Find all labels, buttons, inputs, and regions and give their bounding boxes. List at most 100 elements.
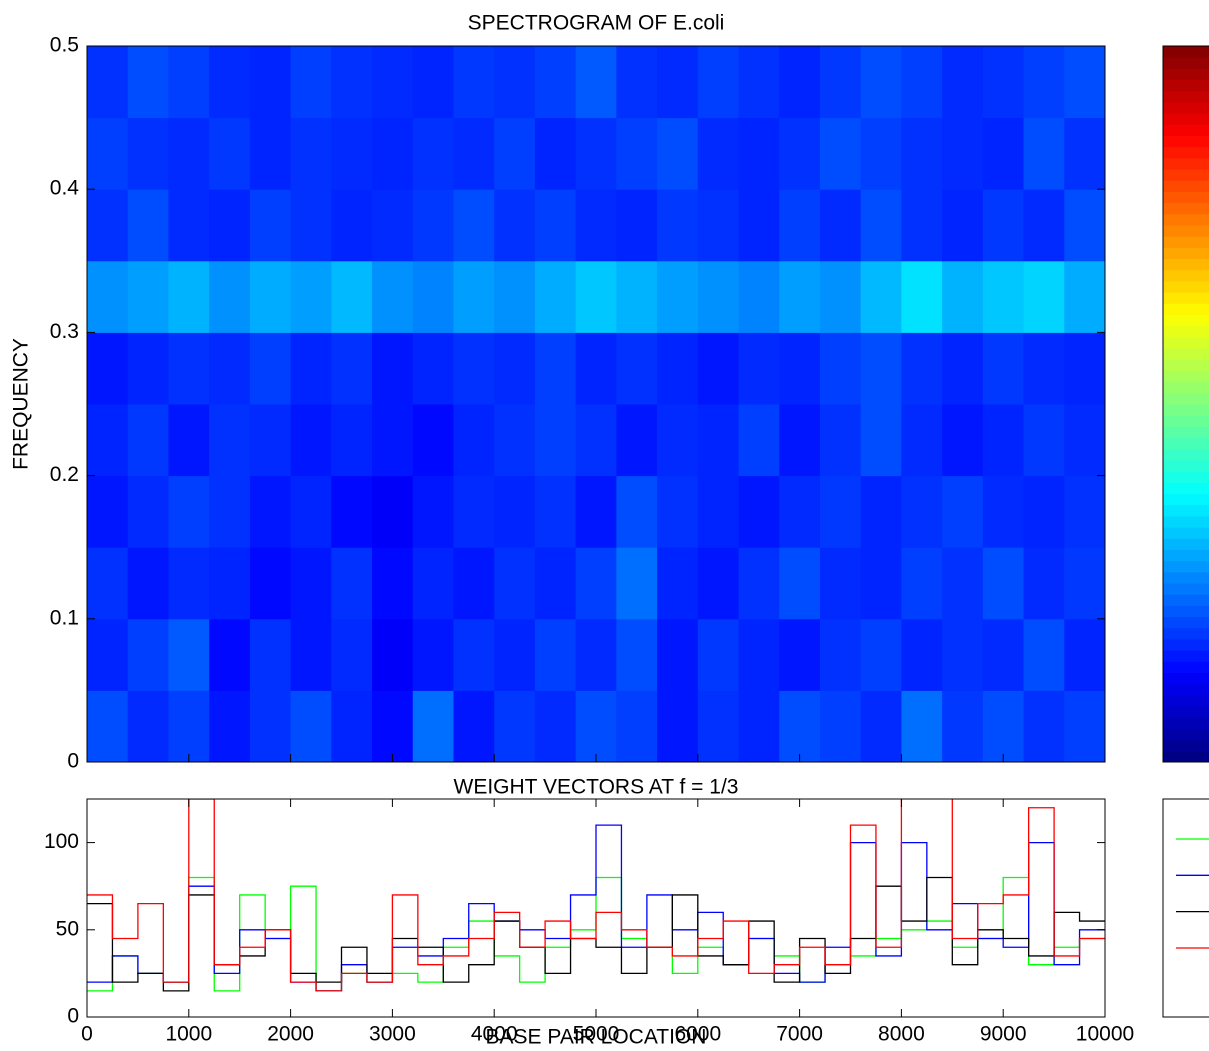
colorbar-band <box>1163 124 1209 136</box>
heatmap <box>87 46 1106 763</box>
heat-cell <box>819 475 862 548</box>
heat-cell <box>738 332 780 405</box>
heat-cell <box>87 189 129 262</box>
heat-cell <box>87 547 129 620</box>
heat-cell <box>1064 46 1106 119</box>
y-tick-label: 50 <box>56 917 79 940</box>
colorbar-band <box>1163 415 1209 427</box>
heat-cell <box>819 332 862 405</box>
heat-cell <box>209 189 251 262</box>
heat-cell <box>534 332 577 405</box>
heat-cell <box>494 475 536 548</box>
heat-cell <box>168 618 210 691</box>
heat-cell <box>819 404 862 477</box>
heat-cell <box>1064 189 1106 262</box>
colorbar-band <box>1163 236 1209 248</box>
colorbar-band <box>1163 437 1209 450</box>
heat-cell <box>290 404 332 477</box>
heat-cell <box>982 618 1025 691</box>
heat-cell <box>942 618 984 691</box>
colorbar <box>1163 46 1209 763</box>
heat-cell <box>575 332 617 405</box>
heat-cell <box>453 690 495 763</box>
heat-cell <box>982 404 1025 477</box>
heat-cell <box>942 547 984 620</box>
heat-cell <box>575 46 617 119</box>
heat-cell <box>453 404 495 477</box>
colorbar-band <box>1163 750 1209 763</box>
colorbar-band <box>1163 213 1209 226</box>
heat-cell <box>372 189 414 262</box>
heat-cell <box>127 260 169 333</box>
colorbar-band <box>1163 661 1209 673</box>
heat-cell <box>168 404 210 477</box>
heat-cell <box>657 547 699 620</box>
x-tick-label: 8000 <box>878 1023 925 1046</box>
heat-cell <box>331 189 373 262</box>
colorbar-band <box>1163 68 1209 81</box>
colorbar-band <box>1163 616 1209 629</box>
heat-cell <box>738 618 780 691</box>
heat-cell <box>616 475 658 548</box>
heat-cell <box>209 404 251 477</box>
heat-cell <box>331 475 373 548</box>
colorbar-band <box>1163 202 1209 215</box>
heat-cell <box>168 547 210 620</box>
heat-cell <box>331 117 373 190</box>
heat-cell <box>209 690 251 763</box>
heat-cell <box>331 260 373 333</box>
colorbar-band <box>1163 336 1209 349</box>
heat-cell <box>87 117 129 190</box>
heat-cell <box>657 117 699 190</box>
heat-cell <box>616 117 658 190</box>
colorbar-band <box>1163 571 1209 584</box>
heat-cell <box>331 46 373 119</box>
x-axis-label: BASE PAIR LOCATION <box>486 1026 707 1049</box>
heat-cell <box>575 618 617 691</box>
heat-cell <box>249 332 292 405</box>
heat-cell <box>168 332 210 405</box>
heat-cell <box>738 260 780 333</box>
heat-cell <box>697 189 740 262</box>
heat-cell <box>290 189 332 262</box>
heat-cell <box>982 690 1025 763</box>
heat-cell <box>1023 690 1065 763</box>
heat-cell <box>901 46 943 119</box>
heat-cell <box>249 189 292 262</box>
heat-cell <box>290 547 332 620</box>
heat-cell <box>779 189 821 262</box>
colorbar-band <box>1163 560 1209 573</box>
colorbar-band <box>1163 113 1209 125</box>
colorbar-band <box>1163 191 1209 204</box>
heat-cell <box>249 260 292 333</box>
colorbar-band <box>1163 448 1209 461</box>
heat-cell <box>372 547 414 620</box>
heat-cell <box>575 260 617 333</box>
heat-cell <box>127 117 169 190</box>
heat-cell <box>697 260 740 333</box>
heat-cell <box>494 332 536 405</box>
colorbar-band <box>1163 459 1209 472</box>
heat-cell <box>819 690 862 763</box>
colorbar-band <box>1163 426 1209 439</box>
heat-cell <box>982 332 1025 405</box>
colorbar-band <box>1163 370 1209 383</box>
heat-cell <box>657 46 699 119</box>
heat-cell <box>901 404 943 477</box>
heat-cell <box>372 404 414 477</box>
colorbar-band <box>1163 650 1209 662</box>
heat-cell <box>901 332 943 405</box>
heat-cell <box>209 547 251 620</box>
colorbar-band <box>1163 258 1209 271</box>
heat-cell <box>1023 46 1065 119</box>
x-tick-label: 1000 <box>165 1023 212 1046</box>
colorbar-band <box>1163 180 1209 192</box>
heat-cell <box>209 46 251 119</box>
heat-cell <box>534 189 577 262</box>
colorbar-band <box>1163 471 1209 483</box>
heat-cell <box>942 475 984 548</box>
heat-cell <box>1064 332 1106 405</box>
colorbar-band <box>1163 583 1209 595</box>
